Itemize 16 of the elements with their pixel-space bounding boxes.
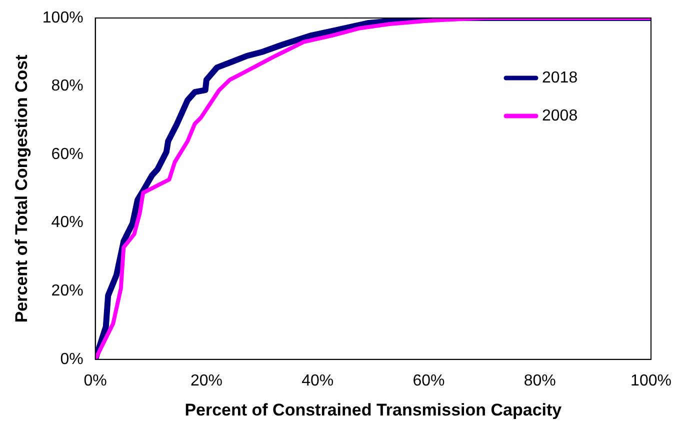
y-tick-label: 0% (60, 350, 84, 368)
x-tick-label: 60% (412, 372, 445, 390)
y-tick-label: 100% (42, 9, 84, 26)
y-tick-label: 80% (51, 78, 84, 95)
y-tick-label: 40% (51, 214, 84, 232)
x-tick-label: 80% (524, 372, 556, 390)
x-axis-title: Percent of Constrained Transmission Capacity (184, 400, 562, 420)
x-tick-label: 40% (302, 372, 334, 390)
y-tick-label: 20% (51, 282, 84, 300)
x-tick-label: 0% (84, 372, 107, 390)
legend-label: 2008 (542, 107, 578, 124)
y-axis-title: Percent of Total Congestion Cost (12, 54, 31, 323)
x-tick-label: 100% (630, 372, 672, 390)
legend-label: 2018 (542, 69, 578, 86)
y-tick-label: 60% (51, 146, 84, 163)
x-tick-label: 20% (190, 372, 222, 390)
